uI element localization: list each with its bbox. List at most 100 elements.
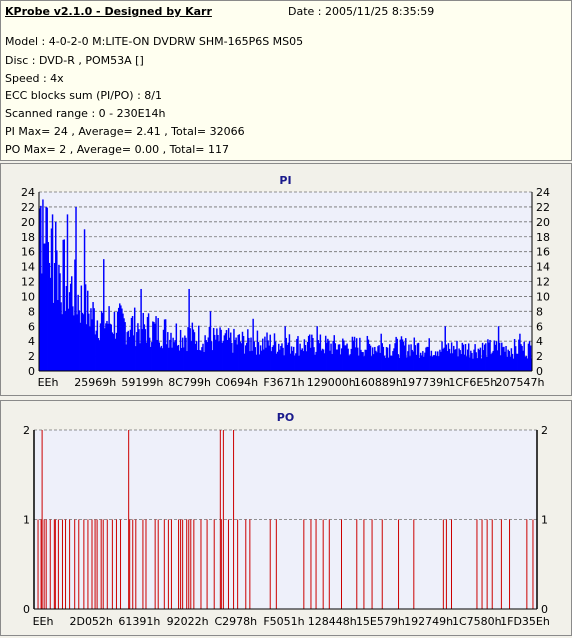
pi-bar xyxy=(222,340,225,371)
pi-bar xyxy=(433,355,436,371)
pi-bar xyxy=(306,341,309,371)
pi-bar xyxy=(322,349,325,371)
pi-bar xyxy=(163,319,166,371)
pi-bar xyxy=(413,337,416,371)
pi-bar xyxy=(49,277,52,371)
pi-bar xyxy=(101,313,104,371)
pi-ytick-right: 6 xyxy=(536,320,543,333)
pi-bar xyxy=(82,314,85,371)
pi-bar xyxy=(467,343,470,371)
pi-bar xyxy=(391,355,393,371)
pi-bar xyxy=(200,350,202,371)
pi-bar xyxy=(504,351,506,371)
pi-bar xyxy=(85,324,88,371)
pi-bar xyxy=(43,243,45,371)
pi-bar xyxy=(360,349,362,371)
pi-bar xyxy=(155,316,157,371)
pi-bar xyxy=(515,353,518,371)
pi-bar xyxy=(379,352,381,371)
info-panel: KProbe v2.1.0 - Designed by Karr Date : … xyxy=(0,0,572,161)
pi-chart-panel: 0 0 2 2 4 4 6 6 8 8 10 10 12 12 14 14 16 16 18 18 20 20 22 22 24… xyxy=(0,163,572,396)
pi-bar xyxy=(376,352,378,371)
pi-bar xyxy=(228,337,231,371)
pi-bar xyxy=(327,338,329,371)
pi-bar xyxy=(508,351,510,371)
pi-bar xyxy=(98,340,101,371)
pi-bar xyxy=(386,347,389,371)
pi-bar xyxy=(476,358,478,371)
po-xtick-label: 192749h xyxy=(404,615,453,628)
info-pi-stats: PI Max= 24 , Average= 2.41 , Total= 3206… xyxy=(5,125,245,138)
pi-bar xyxy=(57,300,59,371)
pi-bar xyxy=(103,259,105,372)
pi-bar xyxy=(97,338,100,371)
pi-bar xyxy=(235,337,237,371)
pi-bar xyxy=(244,345,247,371)
pi-xtick-label: 207547h xyxy=(496,376,545,389)
pi-bar xyxy=(137,323,139,371)
pi-bar xyxy=(149,346,152,371)
pi-bar xyxy=(320,350,323,371)
pi-bar xyxy=(93,308,95,371)
pi-ytick-right: 8 xyxy=(536,305,543,318)
pi-bar xyxy=(342,338,344,371)
pi-bar xyxy=(255,354,258,371)
pi-bar xyxy=(333,335,335,371)
pi-bar xyxy=(488,342,490,371)
pi-bar xyxy=(56,250,58,371)
pi-bar xyxy=(311,334,313,371)
pi-bar xyxy=(263,349,265,371)
pi-bar xyxy=(445,344,448,371)
pi-bar xyxy=(406,357,408,371)
pi-bar xyxy=(199,350,201,371)
pi-bar xyxy=(301,348,303,371)
pi-bar xyxy=(252,318,254,371)
pi-bar xyxy=(506,356,508,371)
pi-bar xyxy=(332,340,334,371)
pi-bar xyxy=(407,351,409,371)
pi-bar xyxy=(196,349,199,371)
pi-bar xyxy=(522,350,524,371)
pi-ytick-left: 0 xyxy=(28,365,35,378)
pi-bar xyxy=(384,357,387,371)
pi-bar xyxy=(367,339,370,371)
pi-bar xyxy=(45,206,47,371)
info-disc: Disc : DVD-R , POM53A [] xyxy=(5,54,144,67)
pi-bar xyxy=(363,356,365,371)
pi-bar xyxy=(328,340,330,371)
pi-bar xyxy=(524,356,526,371)
pi-bar xyxy=(307,335,310,371)
pi-bar xyxy=(380,333,382,371)
pi-bar xyxy=(507,349,509,371)
pi-bar xyxy=(187,327,189,371)
pi-bar xyxy=(226,340,229,371)
pi-bar xyxy=(489,339,491,371)
pi-bar xyxy=(310,347,312,371)
pi-bar xyxy=(465,356,468,371)
pi-bar xyxy=(362,352,364,371)
pi-bar xyxy=(67,308,70,371)
pi-bar xyxy=(147,313,150,371)
pi-bar xyxy=(77,294,79,371)
pi-bar xyxy=(161,348,164,371)
pi-bar xyxy=(71,276,73,371)
pi-bar xyxy=(144,329,147,371)
pi-bar xyxy=(314,354,316,371)
po-xtick-label: 128448h xyxy=(308,615,357,628)
pi-bar xyxy=(58,264,60,371)
pi-bar xyxy=(237,335,239,371)
pi-bar xyxy=(297,336,299,371)
pi-bar xyxy=(233,328,235,371)
pi-bar xyxy=(115,332,118,371)
pi-bar xyxy=(471,352,473,371)
pi-bar xyxy=(240,343,243,371)
pi-bar xyxy=(154,323,156,371)
pi-bar xyxy=(437,351,439,371)
pi-bar xyxy=(416,343,419,371)
pi-bar xyxy=(316,326,318,371)
pi-bar xyxy=(410,344,412,371)
pi-bar xyxy=(485,343,487,371)
pi-bar xyxy=(41,273,43,371)
pi-ytick-right: 2 xyxy=(536,350,543,363)
po-ytick-left: 2 xyxy=(23,424,30,437)
